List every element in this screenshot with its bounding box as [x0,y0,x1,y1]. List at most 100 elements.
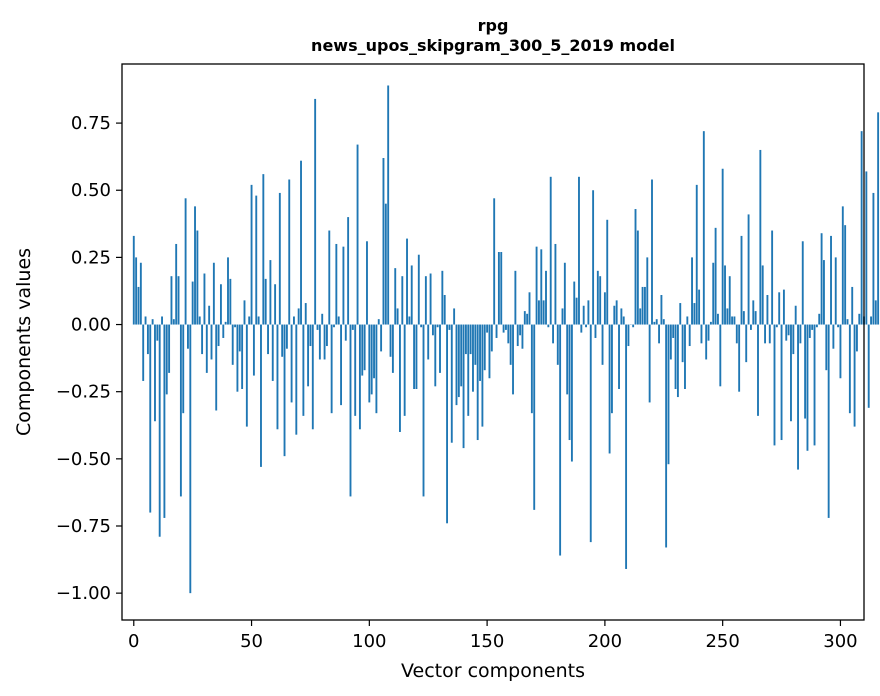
bar [368,324,371,403]
bar [149,324,152,513]
chart-title: rpg [478,16,509,35]
bar [653,321,656,325]
x-tick-label: 250 [705,631,739,652]
bar [283,324,286,457]
bar [285,324,288,349]
bar [634,209,637,325]
bar [580,324,583,333]
bar [578,176,580,325]
bar [832,324,835,349]
bar [196,230,199,325]
bars-group [132,85,880,594]
bar [537,300,540,325]
bar [643,286,646,325]
bar [702,131,705,325]
bar [342,246,345,325]
bar [641,286,644,325]
bar [648,324,651,403]
bar [575,297,578,325]
bar [236,324,239,392]
bar [733,316,736,325]
bar [735,324,738,344]
bar [154,324,156,422]
bar [488,324,491,379]
bar [424,276,427,325]
bar [632,324,635,328]
bar [787,324,790,336]
bar [808,324,811,338]
bar [742,311,745,325]
bar [526,313,529,325]
bar [396,308,399,325]
bar [698,289,701,325]
bar [137,286,140,325]
bar [601,324,604,365]
bar [217,324,220,347]
y-tick-label: 0.75 [71,113,111,134]
bar [830,235,832,325]
bar [309,324,312,347]
bar [766,295,769,325]
bar [705,324,708,360]
bar [759,149,762,325]
x-tick-label: 0 [128,631,139,652]
plot-frame [121,63,865,621]
bar [615,300,618,325]
bar [434,324,437,387]
bar [500,252,503,325]
bar [651,179,653,325]
bar [373,324,375,379]
bar [335,243,338,325]
bar [721,168,724,325]
x-tick-label: 150 [470,631,504,652]
bar [248,316,251,325]
bar [573,281,576,325]
bar [533,324,536,510]
bar [429,273,432,325]
bar [363,324,366,371]
bar [497,252,500,325]
bar [410,265,413,325]
bar [399,324,401,432]
bar [340,324,342,406]
bar [446,324,448,524]
bar [672,324,675,338]
bar [238,324,241,352]
bar [691,257,693,325]
x-tick-label: 300 [823,631,857,652]
bar [420,324,423,328]
bar [201,324,204,355]
bar [198,316,201,325]
x-tick-label: 200 [588,631,622,652]
bar [782,289,785,325]
bar [594,324,597,338]
bar [427,324,430,360]
bar [422,324,425,497]
bar [227,257,229,325]
bar [636,230,639,325]
bar [505,324,507,330]
bar [853,324,856,427]
bar [834,257,837,325]
bar [142,324,145,381]
bar [260,324,262,467]
chart-subtitle: news_upos_skipgram_300_5_2019 model [311,36,675,55]
bar [250,184,253,325]
bar [328,230,331,325]
bar [780,324,783,441]
bar [337,316,340,325]
bar [570,324,573,462]
bar [773,324,776,446]
bar [215,324,218,411]
bar [851,286,854,325]
bar [606,219,609,325]
bar [599,276,602,325]
bar [189,324,192,594]
bar [768,324,771,344]
bar [512,324,514,395]
bar [389,324,392,357]
bar [333,324,335,328]
bar [523,311,526,325]
bar [455,324,458,406]
bar [146,324,149,355]
